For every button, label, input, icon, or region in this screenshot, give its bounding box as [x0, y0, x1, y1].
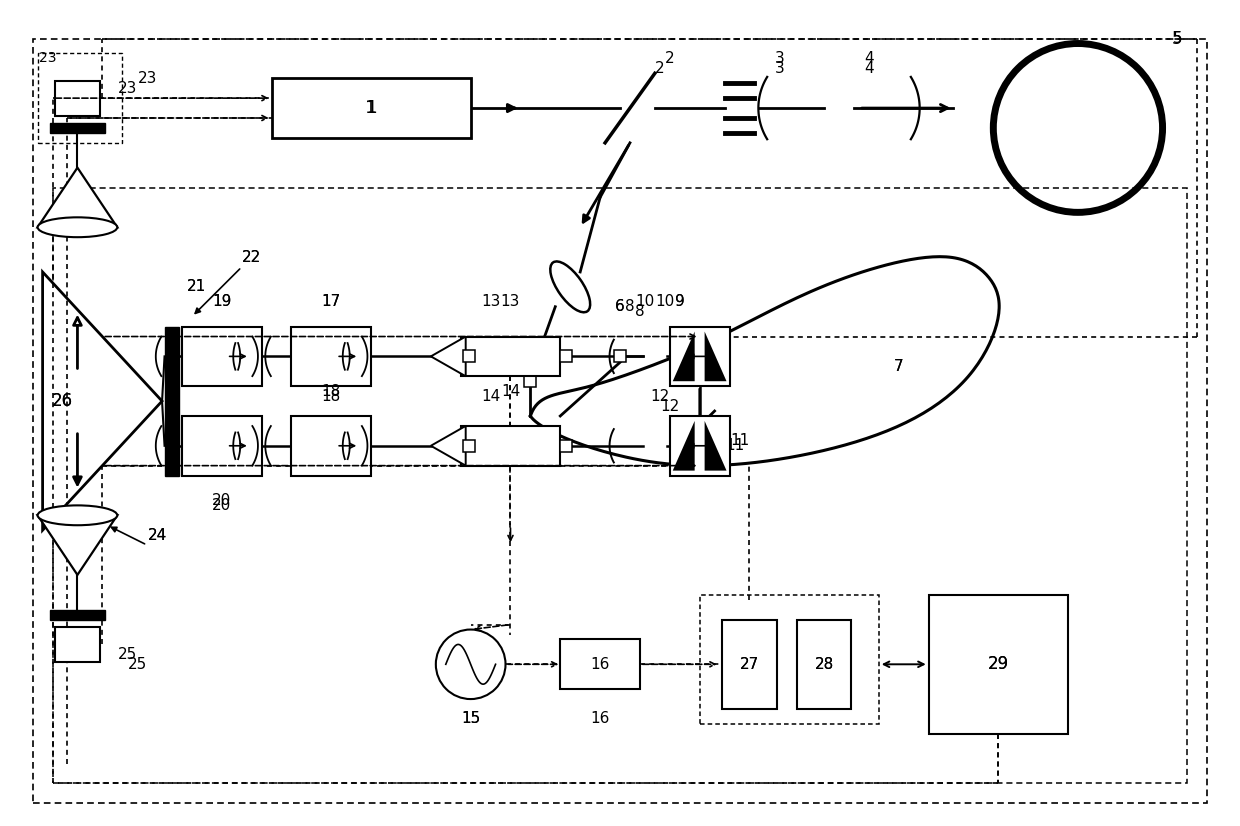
Text: 28: 28 [815, 657, 833, 672]
Text: 25: 25 [128, 657, 146, 672]
Bar [525, 375, 537, 387]
Bar [50, 610, 105, 620]
Polygon shape [430, 426, 466, 466]
Bar [50, 123, 105, 133]
Text: 18: 18 [321, 383, 341, 399]
Text: 16: 16 [590, 711, 610, 726]
Text: 29: 29 [988, 655, 1009, 673]
Text: 22: 22 [242, 249, 262, 264]
Text: 4: 4 [864, 51, 874, 66]
Text: 28: 28 [815, 657, 833, 672]
Text: 10: 10 [655, 294, 675, 309]
Text: 27: 27 [740, 657, 759, 672]
Bar [461, 336, 560, 377]
Text: 25: 25 [118, 647, 136, 662]
Text: 23: 23 [138, 71, 156, 86]
Text: 20: 20 [212, 493, 232, 508]
Text: 24: 24 [148, 528, 166, 543]
Bar [699, 595, 879, 724]
Polygon shape [42, 272, 162, 530]
Bar [55, 81, 100, 116]
Text: 23: 23 [118, 81, 136, 96]
Bar [291, 416, 371, 476]
Text: 26: 26 [52, 392, 73, 410]
Bar [55, 627, 100, 662]
Text: 21: 21 [187, 279, 207, 294]
Bar [37, 54, 123, 143]
Polygon shape [673, 421, 694, 471]
Text: 16: 16 [590, 657, 610, 672]
Text: 1: 1 [366, 99, 377, 117]
Text: 17: 17 [321, 294, 341, 309]
Text: 15: 15 [461, 711, 480, 726]
Ellipse shape [37, 506, 118, 525]
Bar [463, 350, 475, 363]
Text: 20: 20 [212, 498, 232, 513]
Text: 12: 12 [660, 399, 680, 414]
Text: 24: 24 [148, 528, 166, 543]
Bar [182, 416, 262, 476]
Bar [929, 595, 1068, 733]
Bar [463, 439, 475, 452]
Text: 29: 29 [988, 655, 1009, 673]
Circle shape [435, 629, 506, 699]
Ellipse shape [551, 261, 590, 312]
Bar [670, 416, 729, 476]
Text: 9: 9 [675, 294, 684, 309]
Bar [560, 439, 572, 452]
Text: 4: 4 [864, 61, 874, 76]
Bar [614, 350, 626, 363]
Text: 2: 2 [655, 61, 665, 76]
Text: 21: 21 [187, 279, 207, 294]
Text: 10: 10 [635, 294, 655, 309]
Text: 14: 14 [481, 388, 500, 404]
Text: 15: 15 [461, 711, 480, 726]
Bar [722, 620, 776, 709]
Bar [797, 620, 852, 709]
Text: 11: 11 [725, 439, 744, 453]
Text: 7: 7 [894, 358, 904, 374]
Text: 3: 3 [775, 61, 784, 76]
Text: 17: 17 [321, 294, 341, 309]
Polygon shape [430, 336, 466, 377]
Polygon shape [37, 515, 118, 575]
Text: 19: 19 [212, 294, 232, 309]
Text: 8: 8 [635, 304, 645, 319]
Bar [560, 639, 640, 689]
Bar [461, 426, 560, 466]
Polygon shape [704, 331, 727, 382]
Text: 1: 1 [366, 99, 377, 117]
Bar [165, 326, 180, 476]
Bar [52, 188, 1188, 784]
Text: 23: 23 [38, 51, 56, 65]
Text: 2: 2 [665, 51, 675, 66]
Polygon shape [37, 168, 118, 227]
Text: 18: 18 [321, 388, 341, 404]
Text: 8: 8 [625, 299, 635, 314]
Bar [670, 326, 729, 387]
Bar [291, 326, 371, 387]
Text: 26: 26 [52, 392, 73, 410]
Text: 7: 7 [894, 358, 904, 374]
Text: 12: 12 [650, 388, 670, 404]
Text: 22: 22 [242, 249, 262, 264]
Text: 5: 5 [1173, 31, 1182, 46]
Text: 3: 3 [775, 51, 784, 66]
Bar [182, 326, 262, 387]
Text: 5: 5 [1172, 30, 1183, 48]
Ellipse shape [37, 217, 118, 237]
Text: 14: 14 [501, 383, 520, 399]
Text: 11: 11 [730, 434, 749, 449]
Text: 9: 9 [675, 294, 684, 309]
Text: 19: 19 [212, 294, 232, 309]
Text: 6: 6 [615, 299, 625, 314]
Polygon shape [673, 331, 694, 382]
Bar [560, 350, 572, 363]
Text: 13: 13 [481, 294, 500, 309]
Text: 6: 6 [615, 299, 625, 314]
Text: 13: 13 [501, 294, 521, 309]
Polygon shape [704, 421, 727, 471]
Bar [272, 78, 471, 138]
Text: 27: 27 [740, 657, 759, 672]
